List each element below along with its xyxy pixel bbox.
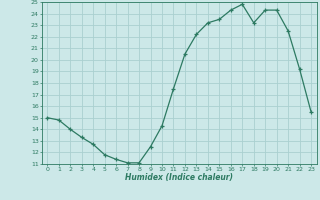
X-axis label: Humidex (Indice chaleur): Humidex (Indice chaleur) <box>125 173 233 182</box>
